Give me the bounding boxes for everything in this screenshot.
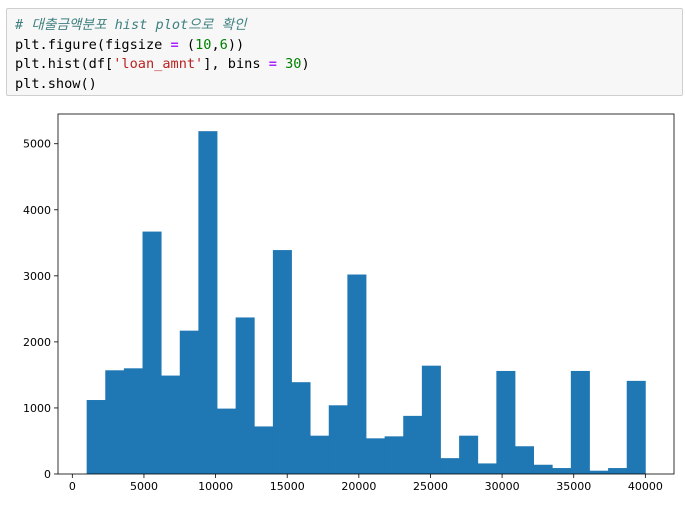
code-token: , xyxy=(211,36,220,53)
histogram-bar xyxy=(123,368,143,474)
y-tick-label: 2000 xyxy=(23,336,51,349)
code-token: ) xyxy=(301,56,310,72)
histogram-bar xyxy=(179,330,199,474)
histogram-bar xyxy=(161,375,181,474)
x-tick-label: 35000 xyxy=(556,480,591,493)
code-token: plt.figure(figsize xyxy=(15,36,171,53)
histogram-bar xyxy=(310,435,330,474)
histogram-chart: 0 5000 10000 15000 20000 25000 30000 35000 40000… xyxy=(23,113,675,493)
histogram-bar xyxy=(384,436,404,474)
histogram-bar xyxy=(142,231,162,474)
x-tick-label: 20000 xyxy=(341,480,376,493)
code-string: 'loan_amnt' xyxy=(113,56,204,72)
histogram-bar xyxy=(459,435,479,474)
code-operator: = xyxy=(170,36,179,53)
y-tick-label: 3000 xyxy=(23,270,51,283)
y-tick-label: 0 xyxy=(44,468,51,481)
code-number: 6 xyxy=(219,36,228,53)
code-operator: = xyxy=(268,56,277,72)
histogram-bar xyxy=(477,463,497,474)
code-line-show: plt.show() xyxy=(15,75,97,92)
x-tick-label: 25000 xyxy=(413,480,448,493)
histogram-bar xyxy=(217,408,237,474)
code-line-figure: plt.figure(figsize = (10,6)) xyxy=(15,36,674,56)
code-comment: # 대출금액분포 hist plot으로 확인 xyxy=(15,17,247,33)
histogram-bar xyxy=(570,370,590,474)
y-tick-label: 1000 xyxy=(23,402,51,415)
x-tick-label: 40000 xyxy=(628,480,663,493)
code-token: ( xyxy=(178,36,196,53)
histogram-bar xyxy=(105,370,125,474)
histogram-bar xyxy=(403,415,423,474)
histogram-bar xyxy=(533,464,553,474)
histogram-bar xyxy=(291,382,311,474)
code-token xyxy=(277,56,285,72)
histogram-bar xyxy=(496,370,516,474)
code-token: )) xyxy=(227,36,245,53)
histogram-bar xyxy=(608,468,628,474)
y-tick-label: 4000 xyxy=(23,204,51,217)
x-tick-label: 10000 xyxy=(198,480,233,493)
x-tick-label: 15000 xyxy=(270,480,305,493)
code-line-hist: plt.hist(df['loan_amnt'], bins = 30) xyxy=(15,55,674,75)
histogram-bar xyxy=(347,274,367,474)
x-tick-label: 5000 xyxy=(130,480,158,493)
histogram-bar xyxy=(421,365,441,474)
histogram-bar xyxy=(552,468,572,474)
histogram-bar xyxy=(198,131,218,474)
histogram-bar xyxy=(235,317,255,474)
histogram-bar xyxy=(589,470,609,474)
histogram-bar xyxy=(272,250,292,474)
code-cell[interactable]: # 대출금액분포 hist plot으로 확인 plt.figure(figsi… xyxy=(6,8,683,96)
x-tick-label: 0 xyxy=(69,480,76,493)
histogram-bar xyxy=(440,458,460,474)
x-tick-label: 30000 xyxy=(485,480,520,493)
histogram-bar xyxy=(328,405,348,474)
code-line-comment: # 대출금액분포 hist plot으로 확인 xyxy=(15,16,674,36)
histogram-bar xyxy=(366,438,386,474)
plot-frame xyxy=(57,113,675,475)
code-number: 30 xyxy=(285,56,302,72)
histogram-bar xyxy=(86,400,106,474)
histogram-bar xyxy=(254,426,274,474)
code-token: ], bins xyxy=(203,56,269,72)
histogram-bar xyxy=(514,446,535,474)
code-token: plt.hist(df[ xyxy=(15,56,114,72)
output-area: 0 5000 10000 15000 20000 25000 30000 35000 40000… xyxy=(0,100,685,503)
histogram-bar xyxy=(626,380,646,474)
y-tick-label: 5000 xyxy=(23,138,51,151)
code-number: 10 xyxy=(195,36,212,53)
